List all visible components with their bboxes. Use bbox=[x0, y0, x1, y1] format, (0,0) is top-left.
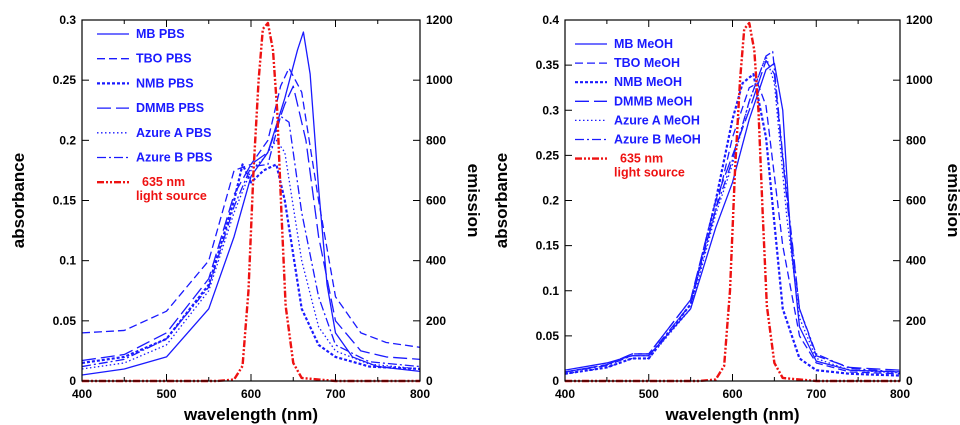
y-tick-label: 0.2 bbox=[542, 194, 559, 208]
y-tick-label: 0.1 bbox=[542, 284, 559, 298]
y-axis-ticks: 0 0.05 0.1 0.15 0.2 0.25 0.3 0.35 0.4 bbox=[536, 13, 572, 388]
x-tick-label: 700 bbox=[325, 387, 345, 401]
chart-panel-1: 400 500 600 700 80000.050.10.150.20.250.3020… bbox=[9, 13, 483, 424]
y2-tick-label: 200 bbox=[426, 314, 446, 328]
x-tick-label: 500 bbox=[156, 387, 176, 401]
y-axis-title: absorbance bbox=[9, 153, 28, 248]
legend-label: Azure A PBS bbox=[136, 126, 211, 140]
series-line-6 bbox=[564, 50, 901, 373]
series-line-3 bbox=[81, 163, 421, 371]
y-tick-label: 0.35 bbox=[536, 58, 560, 72]
y2-tick-label: 600 bbox=[906, 194, 926, 208]
x-tick-label: 400 bbox=[72, 387, 92, 401]
y2-tick-label: 400 bbox=[906, 254, 926, 268]
y-tick-label: 0 bbox=[552, 374, 559, 388]
series-line-5 bbox=[564, 55, 901, 375]
series-line-3 bbox=[564, 73, 901, 377]
legend-label: 635 nm light source bbox=[614, 152, 685, 180]
legend-label: MB MeOH bbox=[614, 37, 673, 51]
x-axis-ticks: 400 500 600 700 800 bbox=[72, 20, 430, 401]
y2-tick-label: 1200 bbox=[426, 13, 453, 27]
y2-tick-label: 800 bbox=[906, 133, 926, 147]
legend-label: Azure A MeOH bbox=[614, 113, 700, 127]
series-line-2 bbox=[564, 82, 901, 375]
x-axis-title: wavelength (nm) bbox=[664, 405, 799, 424]
y2-tick-label: 1000 bbox=[426, 73, 453, 87]
legend-label: MB PBS bbox=[136, 27, 185, 41]
x-tick-label: 600 bbox=[722, 387, 742, 401]
x-tick-label: 400 bbox=[555, 387, 575, 401]
y2-tick-label: 600 bbox=[426, 194, 446, 208]
legend-label: DMMB MeOH bbox=[614, 94, 692, 108]
y2-tick-label: 800 bbox=[426, 133, 446, 147]
series-line-2 bbox=[81, 67, 421, 348]
y-tick-label: 0.4 bbox=[542, 13, 559, 27]
x-tick-label: 800 bbox=[410, 387, 430, 401]
y-tick-label: 0.05 bbox=[53, 314, 77, 328]
x-axis-ticks: 400 500 600 700 800 bbox=[555, 20, 910, 401]
plot-frame bbox=[564, 19, 901, 382]
legend-label: 635 nm light source bbox=[136, 175, 207, 203]
y2-tick-label: 0 bbox=[906, 374, 913, 388]
y2-tick-label: 0 bbox=[426, 374, 433, 388]
legend-label: TBO MeOH bbox=[614, 56, 680, 70]
legend: MB MeOH TBO MeOH NMB MeOH DMMB MeOH Azure A … bbox=[575, 37, 701, 180]
y-axis-ticks: 0 0.05 0.1 0.15 0.2 0.25 0.3 bbox=[53, 13, 89, 388]
y-tick-label: 0.15 bbox=[53, 194, 77, 208]
y-tick-label: 0.3 bbox=[59, 13, 76, 27]
x-tick-label: 800 bbox=[890, 387, 910, 401]
y2-axis-ticks: 0 200 400 600 800 1000 1200 bbox=[893, 13, 933, 388]
series-line-4 bbox=[81, 85, 421, 362]
legend-label: NMB PBS bbox=[136, 76, 194, 90]
legend-label: TBO PBS bbox=[136, 52, 192, 66]
legend-label: Azure B MeOH bbox=[614, 133, 701, 147]
chart-panel-2: 400 500 600 700 80000.050.10.150.20.250.30.3… bbox=[492, 13, 960, 424]
series-line-4 bbox=[564, 59, 901, 373]
y-axis-title: absorbance bbox=[492, 153, 511, 248]
y-tick-label: 0.1 bbox=[59, 254, 76, 268]
y-tick-label: 0.25 bbox=[53, 73, 77, 87]
series-line-1 bbox=[81, 31, 421, 376]
y-tick-label: 0.3 bbox=[542, 103, 559, 117]
y2-tick-label: 1000 bbox=[906, 73, 933, 87]
y-tick-label: 0 bbox=[69, 374, 76, 388]
y-tick-label: 0.25 bbox=[536, 148, 560, 162]
legend-label: Azure B PBS bbox=[136, 151, 212, 165]
y2-axis-ticks: 0 200 400 600 800 1000 1200 bbox=[413, 13, 453, 388]
series-line-7 bbox=[565, 21, 900, 383]
legend-label: NMB MeOH bbox=[614, 75, 682, 89]
y2-tick-label: 400 bbox=[426, 254, 446, 268]
y2-axis-title: emission bbox=[944, 164, 960, 238]
y2-tick-label: 1200 bbox=[906, 13, 933, 27]
x-tick-label: 500 bbox=[639, 387, 659, 401]
x-axis-title: wavelength (nm) bbox=[183, 405, 318, 424]
y-tick-label: 0.15 bbox=[536, 239, 560, 253]
x-tick-label: 700 bbox=[806, 387, 826, 401]
series-line-7 bbox=[82, 21, 420, 383]
y-tick-label: 0.2 bbox=[59, 133, 76, 147]
y-tick-label: 0.05 bbox=[536, 329, 560, 343]
legend-label: DMMB PBS bbox=[136, 101, 204, 115]
y2-tick-label: 200 bbox=[906, 314, 926, 328]
series-line-5 bbox=[81, 139, 421, 370]
x-tick-label: 600 bbox=[241, 387, 261, 401]
series-line-6 bbox=[81, 115, 421, 368]
legend: MB PBS TBO PBS NMB PBS DMMB PBS Azure A PBS A… bbox=[97, 27, 212, 203]
y2-axis-title: emission bbox=[464, 164, 483, 238]
